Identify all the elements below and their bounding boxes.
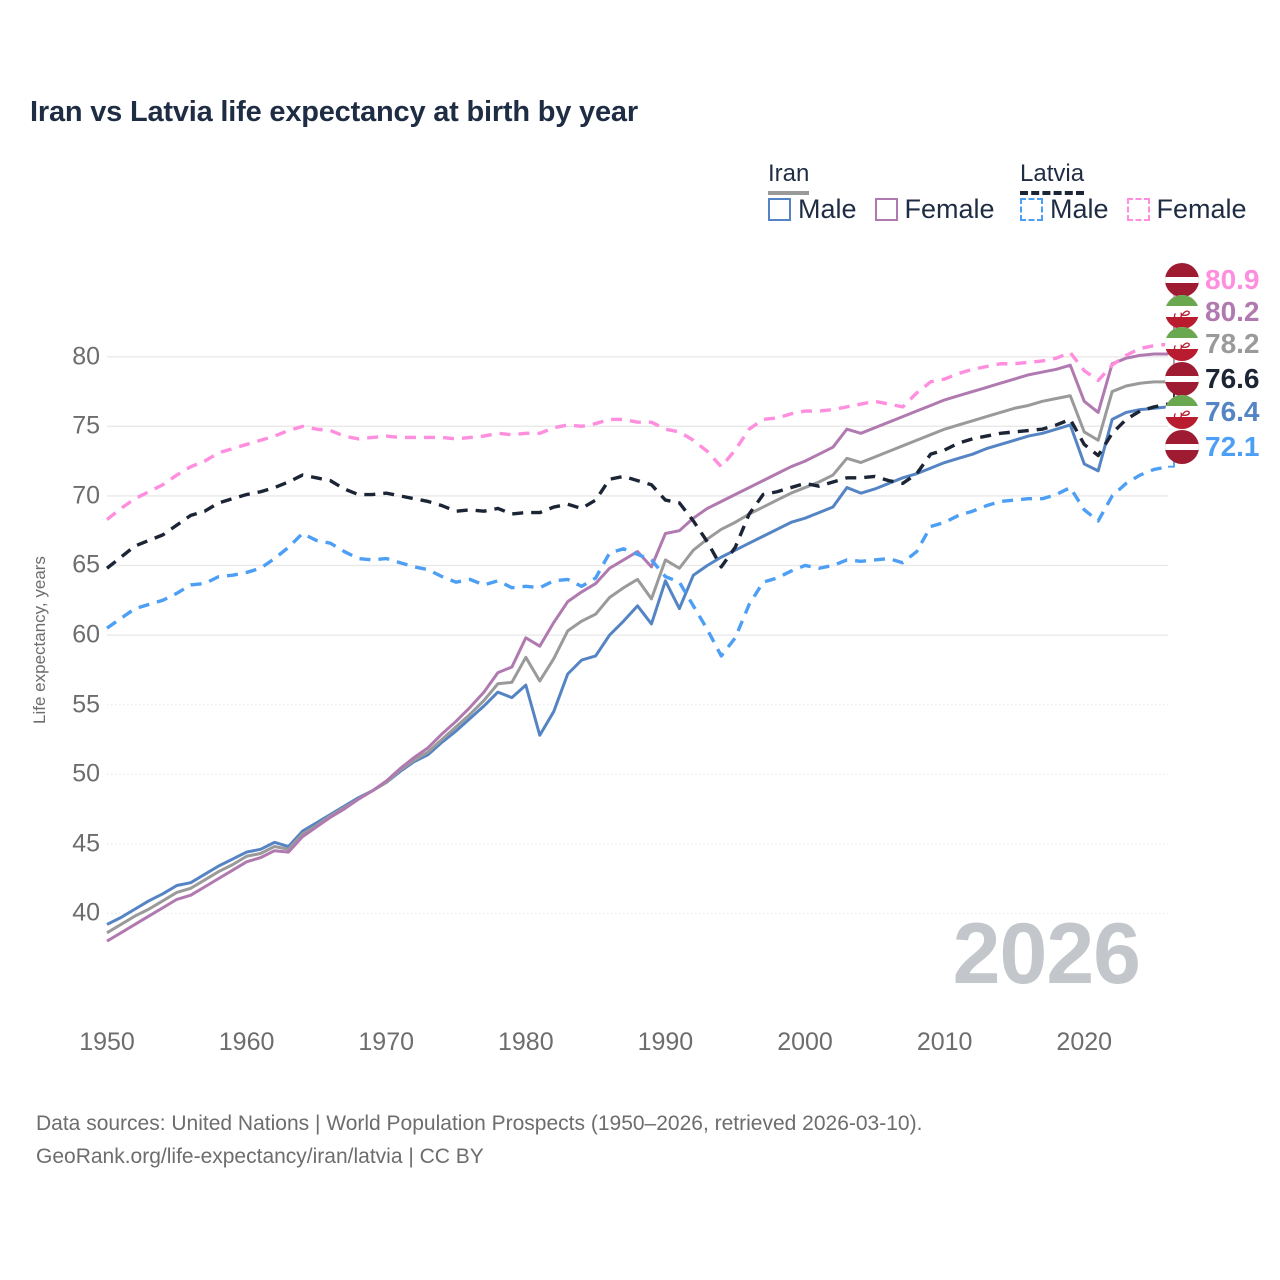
x-axis-tick: 2020: [1056, 1028, 1113, 1056]
legend-swatch-iran-male: [768, 198, 791, 221]
iran-emblem-icon: ص: [1172, 334, 1192, 352]
legend-swatch-iran-female: [874, 198, 898, 221]
footer-line-2: GeoRank.org/life-expectancy/iran/latvia …: [36, 1144, 484, 1168]
legend-group-title-latvia: Latvia: [1020, 160, 1085, 195]
y-axis-tick: 65: [72, 550, 100, 579]
iran-flag-icon: ص: [1165, 294, 1199, 329]
end-label-iran-total: ص 78.2: [1165, 326, 1260, 361]
iran-emblem-icon: ص: [1172, 302, 1192, 320]
legend-label-iran-male: Male: [798, 194, 857, 224]
y-axis-tick: 80: [72, 342, 100, 371]
iran-flag-icon: ص: [1165, 326, 1199, 361]
y-axis-tick: 50: [72, 759, 100, 788]
year-watermark: 2026: [952, 906, 1141, 1002]
end-label-latvia-female: 80.9: [1165, 262, 1260, 297]
end-label-value: 78.2: [1205, 327, 1260, 359]
end-label-value: 80.9: [1205, 263, 1260, 295]
end-label-value: 80.2: [1205, 295, 1260, 327]
end-label-value: 76.4: [1205, 395, 1260, 427]
y-axis-tick: 40: [72, 898, 100, 927]
end-label-latvia-male: 72.1: [1165, 429, 1260, 464]
legend-swatch-latvia-male: [1020, 198, 1043, 221]
y-axis-tick: 75: [72, 411, 100, 440]
end-label-iran-male: ص 76.4: [1165, 394, 1260, 429]
end-label-value: 76.6: [1205, 362, 1260, 394]
legend-label-latvia-male: Male: [1050, 194, 1109, 224]
end-label-latvia-total: 76.6: [1165, 361, 1260, 396]
legend-item-latvia-male[interactable]: Male: [1020, 194, 1109, 225]
end-label-iran-female: ص 80.2: [1165, 294, 1260, 329]
x-axis-tick: 1980: [498, 1028, 554, 1056]
latvia-flag-icon: [1165, 361, 1199, 396]
x-axis-tick: 1950: [79, 1028, 135, 1056]
legend-group-iran: Iran Male Female: [768, 160, 995, 224]
y-axis-tick: 60: [72, 620, 100, 649]
legend-label-iran-female: Female: [904, 194, 995, 224]
chart-legend: Iran Male Female Latvia Male: [0, 160, 1280, 240]
legend-item-iran-male[interactable]: Male: [768, 194, 857, 225]
page-title: Iran vs Latvia life expectancy at birth …: [30, 96, 638, 128]
iran-flag-icon: ص: [1165, 394, 1199, 429]
x-axis-tick: 2010: [916, 1028, 973, 1056]
legend-item-iran-female[interactable]: Female: [874, 194, 995, 225]
x-axis-tick: 1990: [637, 1028, 694, 1056]
legend-label-latvia-female: Female: [1156, 194, 1247, 224]
legend-group-latvia: Latvia Male Female: [1020, 160, 1247, 224]
latvia-flag-icon: [1165, 429, 1199, 464]
iran-emblem-icon: ص: [1172, 402, 1192, 420]
legend-swatch-latvia-female: [1126, 198, 1150, 221]
y-axis-tick: 55: [72, 690, 100, 719]
x-axis-tick: 1960: [218, 1028, 275, 1056]
end-label-value: 72.1: [1205, 430, 1260, 462]
legend-item-latvia-female[interactable]: Female: [1126, 194, 1247, 225]
footer-line-1: Data sources: United Nations | World Pop…: [36, 1112, 923, 1135]
footer-credits: Data sources: United Nations | World Pop…: [36, 1108, 922, 1173]
y-axis: 40 45 50 55 60 65 70 75 80: [0, 0, 100, 1280]
latvia-flag-icon: [1165, 262, 1199, 297]
y-axis-tick: 45: [72, 829, 100, 858]
legend-group-title-iran: Iran: [768, 160, 810, 195]
y-axis-tick: 70: [72, 481, 100, 510]
x-axis-tick: 2000: [777, 1028, 833, 1056]
x-axis-tick: 1970: [358, 1028, 415, 1056]
